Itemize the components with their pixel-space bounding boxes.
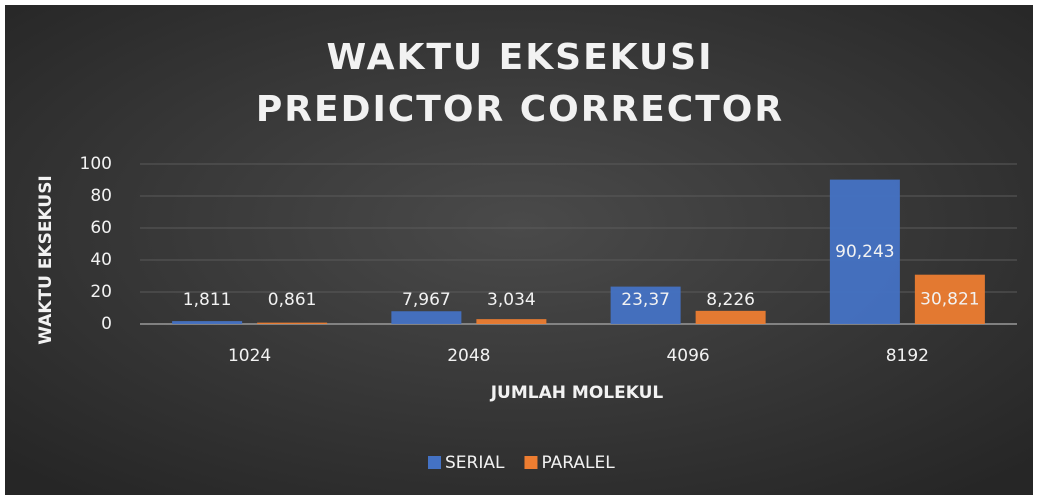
- chart-title: WAKTU EKSEKUSI PREDICTOR CORRECTOR: [255, 37, 785, 130]
- bar: [610, 286, 681, 324]
- legend-label: PARALEL: [541, 453, 615, 473]
- data-label: 3,034: [487, 290, 536, 310]
- bar: [257, 322, 328, 324]
- y-axis-label: WAKTU EKSEKUSI: [36, 175, 56, 345]
- legend-swatch: [524, 456, 538, 469]
- x-tick-label: 4096: [666, 346, 709, 366]
- x-tick-label: 1024: [228, 346, 271, 366]
- bar: [391, 311, 462, 324]
- data-label: 30,821: [920, 289, 979, 309]
- y-tick-label: 60: [90, 218, 112, 238]
- x-tick-label: 8192: [886, 346, 929, 366]
- data-label: 1,811: [183, 290, 232, 310]
- data-label: 23,37: [621, 290, 670, 310]
- bar: [695, 310, 766, 324]
- bar: [172, 321, 243, 324]
- x-tick-label: 2048: [447, 346, 490, 366]
- bar: [829, 179, 900, 324]
- bar: [476, 319, 547, 324]
- data-label: 8,226: [706, 290, 755, 310]
- legend-swatch: [428, 456, 441, 469]
- y-tick-label: 40: [90, 250, 112, 270]
- y-tick-label: 80: [90, 186, 112, 206]
- y-tick-label: 20: [90, 282, 112, 302]
- data-label: 7,967: [402, 290, 451, 310]
- y-tick-label: 0: [101, 314, 112, 334]
- data-label: 0,861: [268, 290, 317, 310]
- y-tick-label: 100: [80, 154, 112, 174]
- data-label: 90,243: [835, 242, 894, 262]
- bar: [914, 274, 985, 324]
- legend-label: SERIAL: [445, 453, 505, 473]
- x-axis-label: JUMLAH MOLEKUL: [490, 383, 664, 403]
